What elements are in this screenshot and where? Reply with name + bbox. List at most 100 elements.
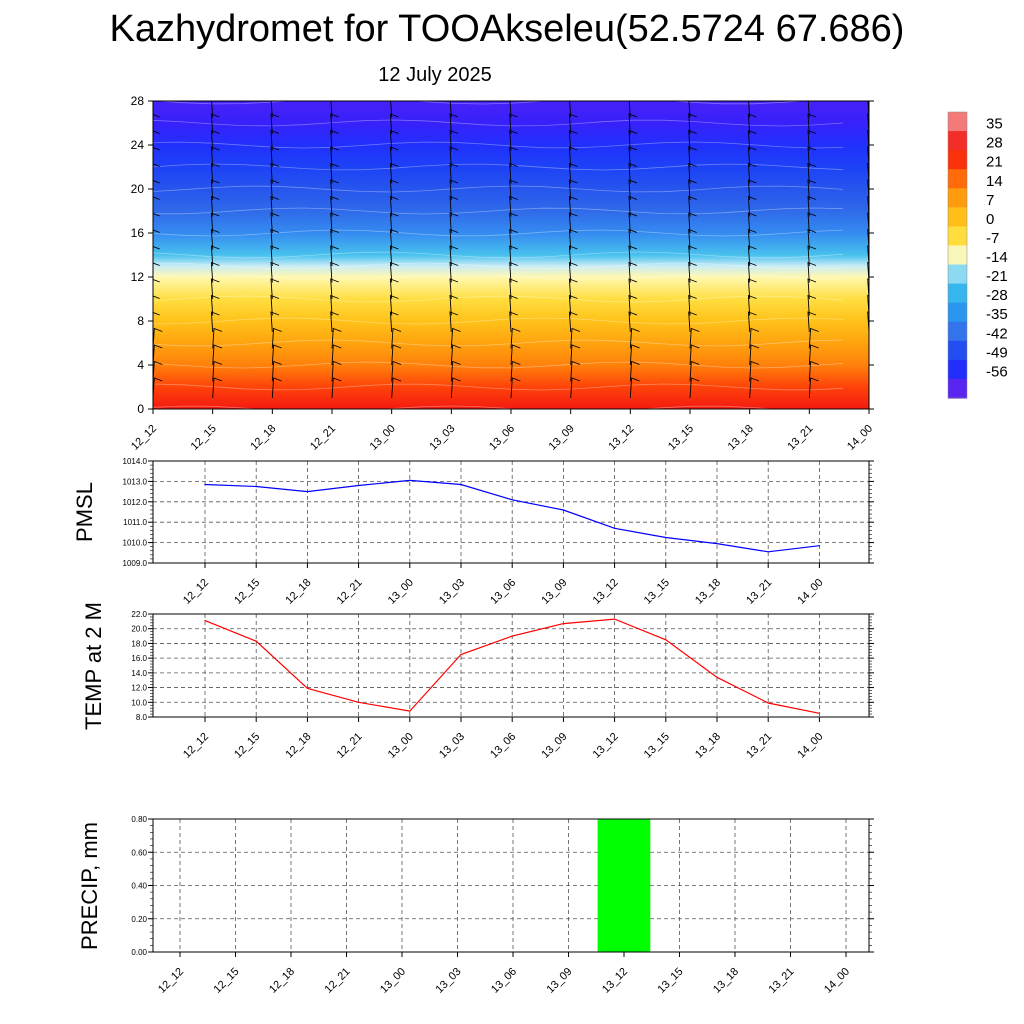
data-point: [460, 483, 462, 486]
x-tick-label: 12_21: [308, 423, 338, 453]
wind-barb: [749, 344, 760, 366]
wind-barb: [568, 195, 578, 217]
wind-barb: [568, 146, 578, 168]
x-tick-label: 12_12: [156, 966, 186, 996]
wind-barb: [688, 294, 697, 316]
data-point: [409, 479, 411, 481]
wind-barb: [628, 162, 638, 184]
colorbar-label: 35: [986, 116, 1003, 133]
data-point: [255, 640, 257, 642]
wind-barb: [807, 162, 817, 184]
colorbar-segment: [948, 207, 967, 227]
wind-barb: [450, 360, 461, 382]
x-tick-label: 14_00: [822, 966, 852, 996]
wind-barb: [271, 344, 282, 366]
wind-barb: [153, 229, 160, 250]
data-point: [716, 543, 718, 545]
y-tick-label: 0: [137, 402, 144, 416]
contour-lines: [153, 101, 844, 409]
wind-barb: [628, 129, 638, 151]
wind-barb: [568, 311, 578, 333]
x-tick-label: 13_12: [591, 731, 621, 761]
x-tick-label: 12_21: [323, 966, 353, 996]
wind-barb: [808, 344, 819, 366]
wind-barb: [449, 228, 459, 250]
wind-barb: [270, 278, 280, 300]
wind-barb: [688, 101, 691, 118]
wind-barb: [212, 327, 223, 349]
wind-barb: [628, 228, 638, 250]
wind-barb: [747, 113, 757, 135]
data-point: [204, 620, 206, 622]
wind-barb: [807, 278, 817, 300]
wind-barb: [449, 311, 459, 333]
wind-barb: [330, 228, 339, 250]
x-tick-label: 12_15: [232, 731, 262, 761]
wind-barb: [568, 113, 578, 135]
y-tick-label: 1012.0: [123, 498, 148, 507]
wind-barb: [808, 377, 819, 399]
x-tick-label: 12_12: [181, 577, 211, 607]
wind-barb: [449, 294, 459, 316]
wind-barb: [628, 113, 638, 135]
wind-barb: [330, 162, 339, 184]
wind-barb: [688, 129, 697, 151]
wind-barb: [568, 129, 578, 151]
x-tick-label: 12_18: [283, 731, 313, 761]
wind-barb: [210, 146, 220, 168]
x-tick-label: 13_18: [711, 966, 741, 996]
wind-barb: [153, 130, 160, 151]
wind-barb: [391, 377, 402, 399]
x-tick-label: 13_12: [600, 966, 630, 996]
wind-barb: [210, 245, 220, 267]
wind-barb: [389, 162, 399, 184]
wind-barb: [510, 360, 521, 382]
wind-barb: [389, 311, 399, 333]
x-tick-label: 13_15: [642, 731, 672, 761]
colorbar-label: 7: [986, 192, 994, 209]
wind-barb: [210, 179, 220, 201]
wind-barb: [628, 245, 638, 267]
data-point: [614, 527, 616, 529]
wind-barb: [807, 294, 817, 316]
wind-barb: [449, 195, 459, 217]
y-tick-label: 8.0: [136, 713, 148, 722]
wind-barb: [747, 311, 757, 333]
wind-barb: [153, 163, 160, 184]
wind-barb: [270, 311, 280, 333]
x-tick-label: 13_00: [386, 731, 416, 761]
wind-barb: [330, 261, 339, 283]
colorbar-label: -14: [986, 249, 1008, 266]
wind-barb: [509, 261, 518, 283]
wind-barb: [389, 179, 399, 201]
wind-barb: [153, 312, 160, 332]
x-tick-label: 13_15: [666, 423, 696, 453]
colorbar-segment: [948, 131, 967, 151]
wind-barb: [389, 212, 399, 234]
wind-barb: [389, 245, 399, 267]
x-tick-label: 13_21: [785, 423, 815, 453]
contour-line: [153, 273, 844, 281]
wind-barb: [389, 146, 399, 168]
y-tick-label: 0.00: [131, 948, 147, 957]
contour-line: [153, 101, 808, 105]
contour-line: [153, 229, 844, 237]
y-tick-label: 8: [137, 314, 144, 328]
wind-barb: [449, 179, 459, 201]
x-tick-label: 13_00: [386, 577, 416, 607]
x-tick-label: 12_21: [335, 731, 365, 761]
colorbar-segment: [948, 245, 967, 266]
wind-barb: [331, 377, 342, 399]
wind-barb: [270, 228, 280, 250]
colorbar-segment: [948, 378, 967, 399]
wind-barb: [747, 162, 757, 184]
wind-barb: [747, 212, 757, 234]
wind-barb: [629, 327, 640, 349]
wind-barb: [807, 228, 817, 250]
panel-frame: [152, 613, 870, 718]
data-point: [614, 618, 616, 620]
x-tick-label: 12_15: [232, 577, 262, 607]
wind-barb: [807, 129, 817, 151]
wind-barb: [689, 377, 700, 399]
wind-barb: [449, 113, 459, 135]
